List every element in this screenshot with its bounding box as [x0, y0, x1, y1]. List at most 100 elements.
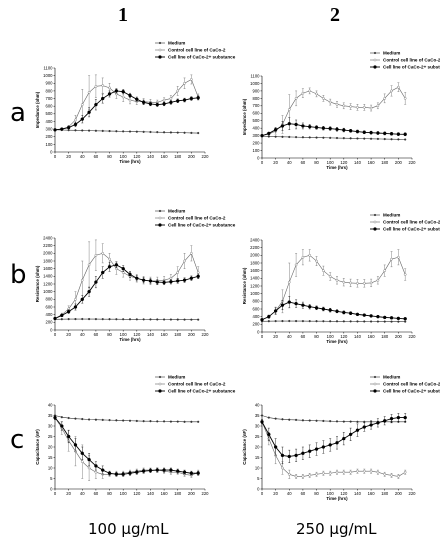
data-point	[190, 420, 193, 423]
x-axis-title: Time (hrs)	[326, 165, 348, 170]
y-tick-label: 0	[50, 327, 53, 332]
x-tick-label: 220	[202, 332, 210, 337]
y-tick-label: 2400	[250, 237, 260, 242]
data-point	[149, 318, 152, 321]
data-point	[288, 418, 291, 421]
data-point	[267, 314, 271, 319]
data-point	[141, 278, 146, 282]
data-point	[94, 418, 98, 421]
x-tick-label: 0	[54, 154, 57, 159]
y-tick-label: 1000	[250, 81, 260, 86]
y-tick-label: 200	[253, 322, 261, 327]
x-tick-label: 200	[395, 160, 403, 165]
data-point	[108, 257, 111, 261]
data-point	[196, 271, 200, 274]
x-tick-label: 80	[314, 160, 319, 165]
data-point	[294, 136, 298, 139]
data-point	[308, 124, 312, 129]
x-tick-label: 220	[409, 334, 417, 339]
data-point	[273, 309, 278, 313]
data-point	[169, 276, 173, 280]
data-point	[60, 318, 63, 321]
data-point	[287, 472, 291, 476]
data-point	[363, 320, 366, 323]
x-tick-label: 180	[174, 491, 182, 496]
x-tick-label: 40	[80, 491, 85, 496]
y-tick-label: 0	[50, 149, 53, 154]
data-point	[356, 106, 359, 109]
data-point	[94, 129, 98, 132]
chart-panel-b2: 0 20 40 60 80 100 120 140 160 180 200 2200200400600…	[242, 213, 440, 344]
data-point	[94, 253, 98, 257]
data-point	[156, 318, 159, 321]
data-point	[281, 135, 284, 138]
data-point	[108, 86, 111, 90]
y-tick-label: 1800	[43, 258, 53, 263]
legend: Medium Control cell line of CaCo-2 Cell li…	[155, 41, 236, 60]
series-0	[53, 128, 200, 135]
y-axis-title: Capacitance (nF)	[35, 429, 40, 465]
data-point	[376, 314, 380, 319]
y-tick-label: 2200	[250, 245, 260, 250]
data-point	[376, 131, 380, 135]
x-tick-label: 40	[287, 160, 292, 165]
x-tick-label: 40	[287, 334, 292, 339]
legend-marker	[373, 220, 377, 224]
data-point	[142, 420, 145, 423]
data-point	[355, 428, 360, 432]
data-point	[362, 106, 366, 109]
x-tick-label: 180	[174, 332, 182, 337]
data-point	[308, 449, 312, 453]
data-point	[383, 320, 386, 323]
y-axis-title: Resistance (ohm)	[242, 267, 247, 304]
y-tick-label: 0	[257, 155, 260, 160]
x-tick-label: 0	[54, 332, 57, 337]
data-point	[183, 131, 186, 134]
x-tick-label: 200	[188, 154, 196, 159]
data-point	[156, 131, 159, 134]
data-point	[376, 104, 380, 108]
data-point	[362, 130, 366, 134]
data-point	[162, 420, 166, 423]
data-point	[301, 419, 305, 422]
data-point	[87, 317, 91, 321]
series-line	[54, 129, 199, 134]
data-point	[73, 122, 78, 127]
data-point	[294, 418, 298, 422]
y-tick-label: 5	[50, 476, 53, 481]
data-point	[101, 129, 104, 133]
x-axis-title: Time (hrs)	[119, 337, 141, 342]
data-point	[190, 252, 193, 255]
series-line	[261, 301, 406, 321]
data-point	[80, 117, 84, 121]
legend: Medium Control cell line of CaCo-2 Cell li…	[370, 375, 440, 394]
series-line	[54, 417, 199, 475]
data-point	[280, 124, 285, 128]
data-point	[363, 420, 366, 423]
legend-marker	[158, 382, 162, 386]
y-tick-label: 15	[255, 455, 260, 460]
x-tick-label: 160	[161, 154, 169, 159]
data-point	[322, 320, 325, 323]
data-point	[274, 135, 277, 138]
legend-marker	[158, 223, 162, 227]
data-point	[94, 102, 98, 107]
data-point	[281, 466, 284, 470]
data-point	[80, 451, 84, 455]
y-tick-label: 800	[46, 297, 54, 302]
data-point	[176, 279, 180, 283]
data-point	[81, 129, 84, 132]
data-point	[349, 470, 352, 474]
legend-marker	[373, 382, 377, 386]
data-point	[383, 97, 387, 100]
data-point	[267, 135, 270, 138]
data-point	[308, 89, 312, 93]
data-point	[81, 317, 84, 321]
x-tick-label: 40	[80, 154, 85, 159]
data-point	[369, 130, 373, 135]
data-point	[321, 445, 326, 449]
data-point	[390, 320, 393, 323]
x-tick-label: 60	[301, 491, 306, 496]
legend-label: Control cell line of CaCo-2	[383, 382, 440, 387]
legend-marker	[158, 375, 162, 379]
